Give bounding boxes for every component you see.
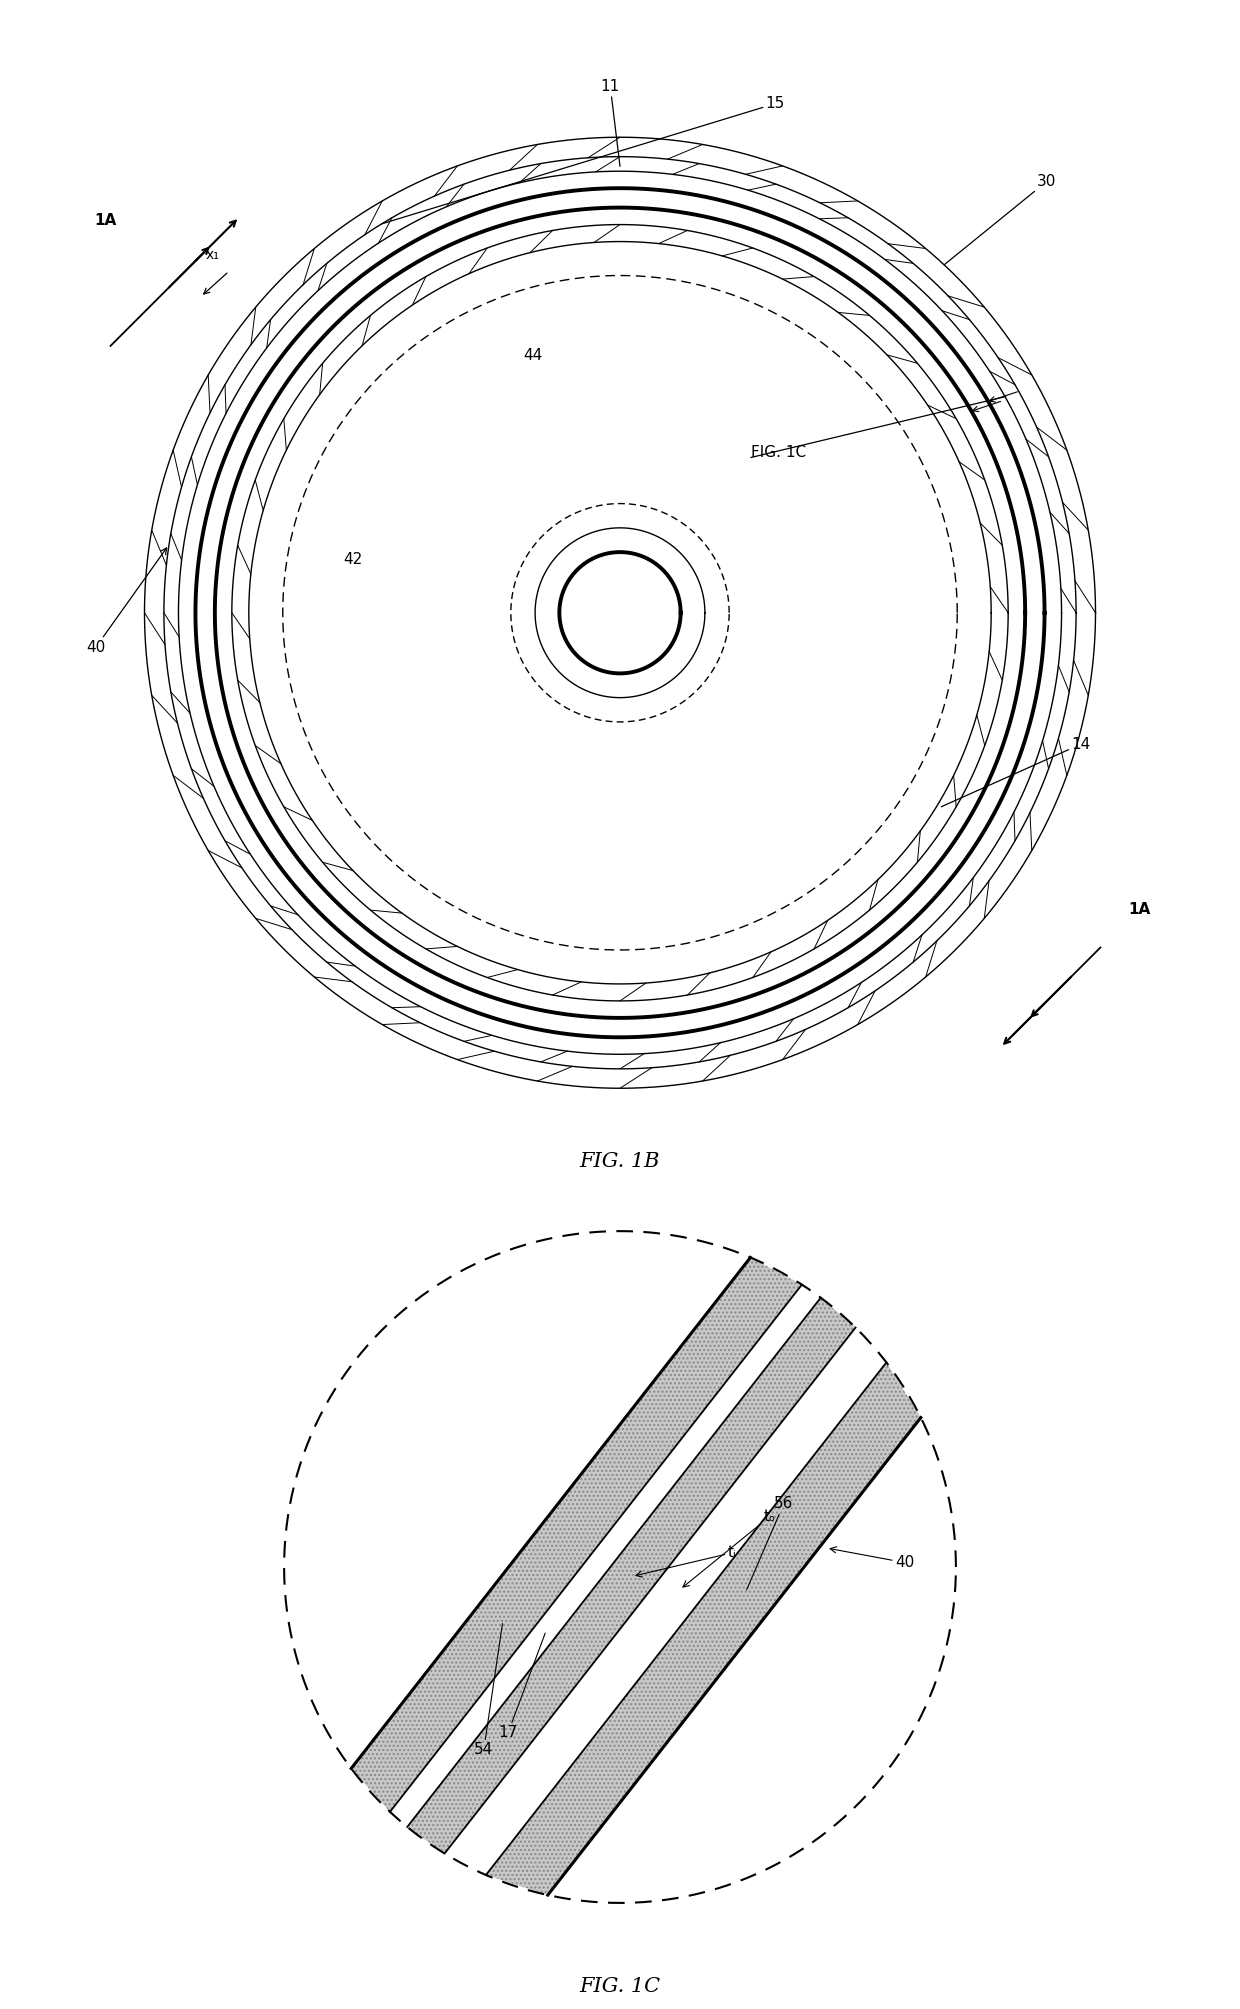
Text: tᵢ: tᵢ	[636, 1545, 737, 1577]
Text: 14: 14	[941, 737, 1091, 808]
Text: 40: 40	[87, 548, 166, 655]
Circle shape	[284, 1232, 956, 1903]
Text: FIG. 1B: FIG. 1B	[580, 1151, 660, 1171]
Polygon shape	[351, 1258, 802, 1812]
Text: 44: 44	[523, 348, 542, 364]
Text: 40: 40	[830, 1547, 914, 1569]
Polygon shape	[486, 1362, 921, 1894]
Text: x₁: x₁	[206, 247, 219, 261]
Text: 56: 56	[746, 1497, 794, 1589]
Text: 30: 30	[944, 173, 1056, 265]
Text: FIG. 1C: FIG. 1C	[751, 446, 806, 460]
Text: 17: 17	[498, 1633, 546, 1740]
Text: 15: 15	[382, 96, 785, 223]
Polygon shape	[391, 1284, 821, 1826]
Text: 42: 42	[343, 552, 363, 567]
Polygon shape	[407, 1298, 856, 1854]
Text: FIG. 1C: FIG. 1C	[579, 1977, 661, 1997]
Text: tₒ: tₒ	[683, 1509, 776, 1587]
Text: 54: 54	[474, 1623, 502, 1758]
Text: 1A: 1A	[1128, 902, 1151, 916]
Text: 1A: 1A	[94, 213, 117, 227]
Polygon shape	[445, 1328, 887, 1874]
Text: 11: 11	[600, 78, 620, 167]
